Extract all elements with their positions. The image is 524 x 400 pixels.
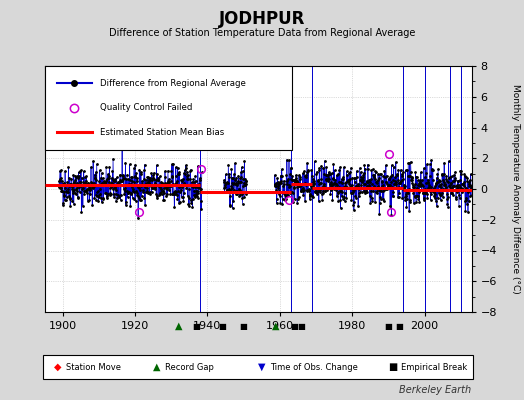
Text: Berkeley Earth: Berkeley Earth [399, 385, 472, 395]
Text: Quality Control Failed: Quality Control Failed [100, 103, 192, 112]
Text: Difference from Regional Average: Difference from Regional Average [100, 79, 246, 88]
Text: Empirical Break: Empirical Break [401, 362, 467, 372]
Text: ■: ■ [385, 322, 392, 330]
Text: ▲: ▲ [174, 321, 182, 331]
FancyBboxPatch shape [45, 66, 292, 150]
Text: ▲: ▲ [154, 362, 161, 372]
Text: ■: ■ [290, 322, 298, 330]
Text: ■: ■ [298, 322, 305, 330]
Text: JODHPUR: JODHPUR [219, 10, 305, 28]
Text: Station Move: Station Move [66, 362, 121, 372]
Text: Estimated Station Mean Bias: Estimated Station Mean Bias [100, 128, 224, 137]
Text: ▼: ▼ [258, 362, 266, 372]
Text: ■: ■ [239, 322, 247, 330]
Text: ◆: ◆ [54, 362, 61, 372]
Y-axis label: Monthly Temperature Anomaly Difference (°C): Monthly Temperature Anomaly Difference (… [511, 84, 520, 294]
Text: Record Gap: Record Gap [165, 362, 214, 372]
Text: ▲: ▲ [272, 321, 280, 331]
Text: ■: ■ [388, 362, 398, 372]
Text: ■: ■ [395, 322, 403, 330]
Text: ■: ■ [193, 322, 201, 330]
Text: ■: ■ [218, 322, 226, 330]
Text: Difference of Station Temperature Data from Regional Average: Difference of Station Temperature Data f… [109, 28, 415, 38]
Text: Time of Obs. Change: Time of Obs. Change [270, 362, 358, 372]
